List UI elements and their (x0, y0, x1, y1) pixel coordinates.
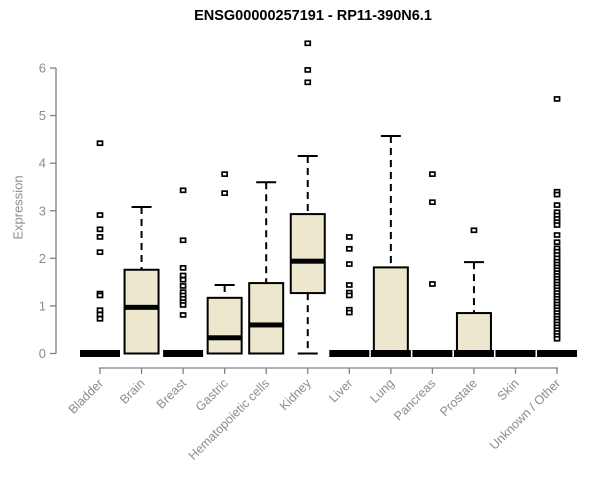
collapsed-box-liver (329, 350, 370, 357)
outlier-breast (179, 283, 187, 289)
box-prostate (455, 312, 492, 355)
median-brain (124, 304, 159, 310)
outlier-breast (179, 265, 187, 271)
box-gastric (206, 296, 243, 355)
y-tick-label: 3 (39, 203, 46, 218)
collapsed-box-pancreas (412, 350, 453, 357)
outlier-liver (345, 234, 353, 240)
box-brain (123, 268, 160, 355)
x-tick-label-liver: Liver (326, 376, 355, 405)
x-tick-label-bladder: Bladder (66, 376, 106, 416)
outlier-kidney (304, 79, 312, 86)
outlier-breast (179, 187, 187, 194)
outlier-bladder (96, 292, 104, 299)
outlier-bladder (96, 315, 104, 322)
x-tick-label-pancreas: Pancreas (391, 376, 438, 423)
outlier-pancreas (429, 281, 436, 287)
box-lung (372, 266, 409, 355)
outlier-liver (345, 261, 353, 267)
outlier-breast (179, 312, 187, 318)
collapsed-box-breast (163, 350, 204, 357)
outlier-liver (345, 309, 353, 316)
outlier-unknown-other (553, 191, 561, 198)
outlier-bladder (96, 311, 104, 318)
outlier-prostate (470, 227, 478, 234)
outlier-pancreas (429, 171, 436, 177)
outlier-bladder (96, 249, 104, 256)
y-tick-label: 0 (39, 346, 46, 361)
outlier-unknown-other (553, 202, 561, 208)
outlier-unknown-other (553, 239, 561, 246)
box-kidney (289, 213, 326, 295)
outlier-gastric (221, 171, 228, 177)
outlier-breast (179, 302, 187, 308)
median-lung (370, 350, 411, 357)
collapsed-box-bladder (80, 350, 120, 357)
y-axis-title: Expression (10, 175, 26, 240)
outlier-bladder (96, 226, 104, 233)
median-prostate (453, 350, 494, 357)
outlier-kidney (304, 40, 312, 47)
outlier-unknown-other (553, 96, 561, 102)
chart-title: ENSG00000257191 - RP11-390N6.1 (194, 8, 432, 24)
outlier-liver (345, 282, 353, 288)
y-tick-label: 5 (39, 108, 46, 123)
outlier-unknown-other (553, 222, 561, 228)
y-tick-label: 6 (39, 61, 46, 76)
median-gastric (207, 335, 242, 341)
outlier-breast (179, 276, 187, 283)
x-tick-label-prostate: Prostate (437, 376, 480, 419)
median-hematopoietic-cells (249, 322, 284, 328)
outlier-bladder (96, 212, 104, 218)
x-tick-label-gastric: Gastric (193, 376, 231, 414)
outlier-liver (345, 292, 353, 299)
x-tick-label-brain: Brain (117, 376, 148, 407)
outlier-gastric (221, 190, 228, 197)
outlier-unknown-other (553, 232, 561, 238)
box-hematopoietic-cells (248, 282, 285, 355)
outlier-bladder (96, 234, 104, 240)
outlier-kidney (304, 67, 312, 73)
collapsed-box-skin (495, 350, 536, 357)
collapsed-box-unknown-other (537, 350, 578, 357)
x-tick-label-breast: Breast (154, 376, 190, 412)
outlier-pancreas (429, 199, 436, 206)
outlier-liver (345, 245, 353, 252)
x-tick-label-hematopoietic-cells: Hematopoietic cells (186, 376, 273, 463)
x-tick-label-skin: Skin (495, 376, 522, 403)
outlier-bladder (96, 307, 104, 314)
x-tick-label-unknown-other: Unknown / Other (487, 376, 563, 452)
outlier-unknown-other (553, 335, 561, 342)
y-tick-label: 4 (39, 156, 46, 171)
y-tick-label: 1 (39, 298, 46, 313)
outlier-breast (179, 237, 187, 244)
outlier-breast (179, 272, 187, 279)
x-tick-label-kidney: Kidney (277, 376, 314, 413)
y-tick-label: 2 (39, 251, 46, 266)
x-tick-label-lung: Lung (367, 376, 397, 406)
median-kidney (290, 258, 325, 264)
outlier-bladder (96, 140, 104, 147)
